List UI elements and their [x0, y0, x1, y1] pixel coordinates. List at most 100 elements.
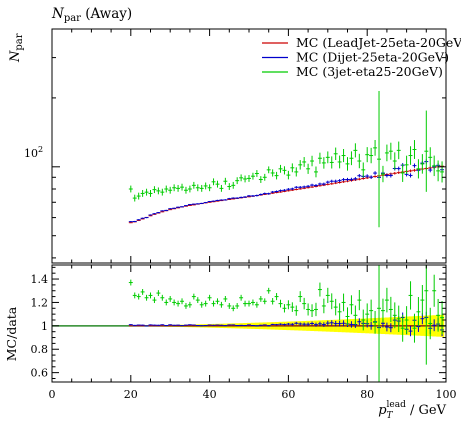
main-point — [416, 159, 421, 179]
xlabel-sub: T — [387, 411, 394, 421]
ratio-point — [341, 320, 346, 327]
main-point — [215, 199, 220, 202]
ratio-point — [187, 301, 192, 308]
main-point — [408, 146, 413, 165]
ratio-point — [436, 298, 441, 332]
ratio-point — [310, 304, 315, 317]
main-point — [223, 177, 228, 185]
main-point — [412, 163, 417, 168]
ratio-point — [266, 287, 271, 294]
ratio-point — [377, 265, 381, 382]
ratio-point — [416, 297, 421, 327]
xtick-label: 80 — [360, 388, 374, 401]
ratio-point — [306, 303, 311, 316]
main-point — [195, 203, 200, 205]
ratio-point — [412, 313, 417, 343]
main-point — [172, 184, 177, 192]
main-point — [128, 221, 133, 223]
ratio-point — [207, 325, 212, 327]
main-point — [136, 192, 141, 200]
main-ylabel-main: N — [8, 50, 23, 63]
ratio-point — [404, 306, 409, 334]
main-point — [436, 160, 441, 182]
ratio-point — [282, 325, 287, 327]
main-point — [388, 173, 393, 178]
main-point — [345, 177, 350, 182]
main-point — [207, 200, 212, 203]
ratio-point — [172, 324, 177, 326]
ratio-point — [286, 325, 291, 327]
ratio-point — [400, 314, 405, 342]
ratio-point — [314, 302, 318, 317]
main-point — [195, 184, 200, 192]
ratio-point — [160, 325, 165, 327]
ratio-point — [219, 301, 224, 308]
ratio-point — [286, 322, 291, 326]
ratio-point — [247, 300, 251, 307]
main-point — [152, 186, 157, 194]
main-point — [310, 155, 315, 167]
main-point — [168, 208, 173, 210]
ratio-point — [136, 293, 141, 300]
ratio-point — [164, 324, 169, 326]
ratio-point — [361, 309, 366, 331]
ratio-point — [270, 323, 275, 326]
ratio-point — [294, 321, 299, 325]
xlabel-unit: / GeV — [406, 403, 447, 418]
ratio-point — [365, 303, 370, 325]
xlabel-sup: lead — [387, 400, 407, 410]
main-point — [164, 209, 169, 211]
ratio-point — [223, 296, 228, 302]
main-point — [270, 169, 275, 177]
main-point — [314, 166, 318, 178]
main-point — [191, 181, 196, 189]
ratio-point — [140, 324, 145, 326]
ratio-point — [168, 324, 173, 326]
main-point — [274, 171, 279, 180]
main-point — [314, 184, 318, 187]
main-point — [428, 147, 433, 168]
ratio-point — [329, 325, 334, 327]
ratio-point — [211, 300, 216, 307]
main-point — [203, 182, 208, 190]
main-point — [250, 172, 255, 180]
ratio-point — [380, 298, 385, 323]
main-point — [183, 186, 188, 194]
ratio-point — [183, 303, 188, 309]
ratio-point — [128, 324, 133, 326]
ratio-point — [290, 302, 295, 312]
ratio-point — [207, 294, 212, 301]
ratio-point — [144, 294, 149, 301]
main-point — [298, 160, 303, 170]
main-point — [329, 179, 334, 183]
ratio-point — [420, 325, 425, 327]
ratio-point — [294, 305, 299, 316]
ratio-point — [227, 325, 232, 327]
main-point — [211, 178, 216, 186]
ratio-series-group — [52, 265, 446, 382]
main-point — [282, 189, 287, 192]
ratio-point — [314, 322, 318, 327]
main-point — [341, 148, 346, 163]
main-point — [373, 171, 378, 175]
ratio-point — [176, 324, 181, 326]
main-point — [140, 190, 145, 197]
main-point — [349, 151, 354, 166]
main-ytick-base: 10 — [24, 147, 38, 160]
main-point — [227, 183, 232, 190]
legend-item: MC (3jet-eta25-20GeV) — [262, 64, 443, 79]
main-point — [306, 163, 311, 174]
ratio-point — [329, 293, 334, 310]
main-point — [290, 163, 295, 173]
ratio-point — [243, 300, 248, 307]
main-series-2 — [128, 91, 445, 228]
main-point — [317, 182, 322, 186]
main-point — [148, 190, 153, 197]
main-point — [365, 174, 370, 178]
xlabel-main: p — [378, 403, 387, 418]
chart-title: Npar (Away) — [51, 6, 132, 24]
ratio-point — [266, 325, 271, 327]
main-point — [440, 161, 445, 183]
main-point — [132, 220, 137, 223]
ratio-point — [195, 324, 200, 326]
